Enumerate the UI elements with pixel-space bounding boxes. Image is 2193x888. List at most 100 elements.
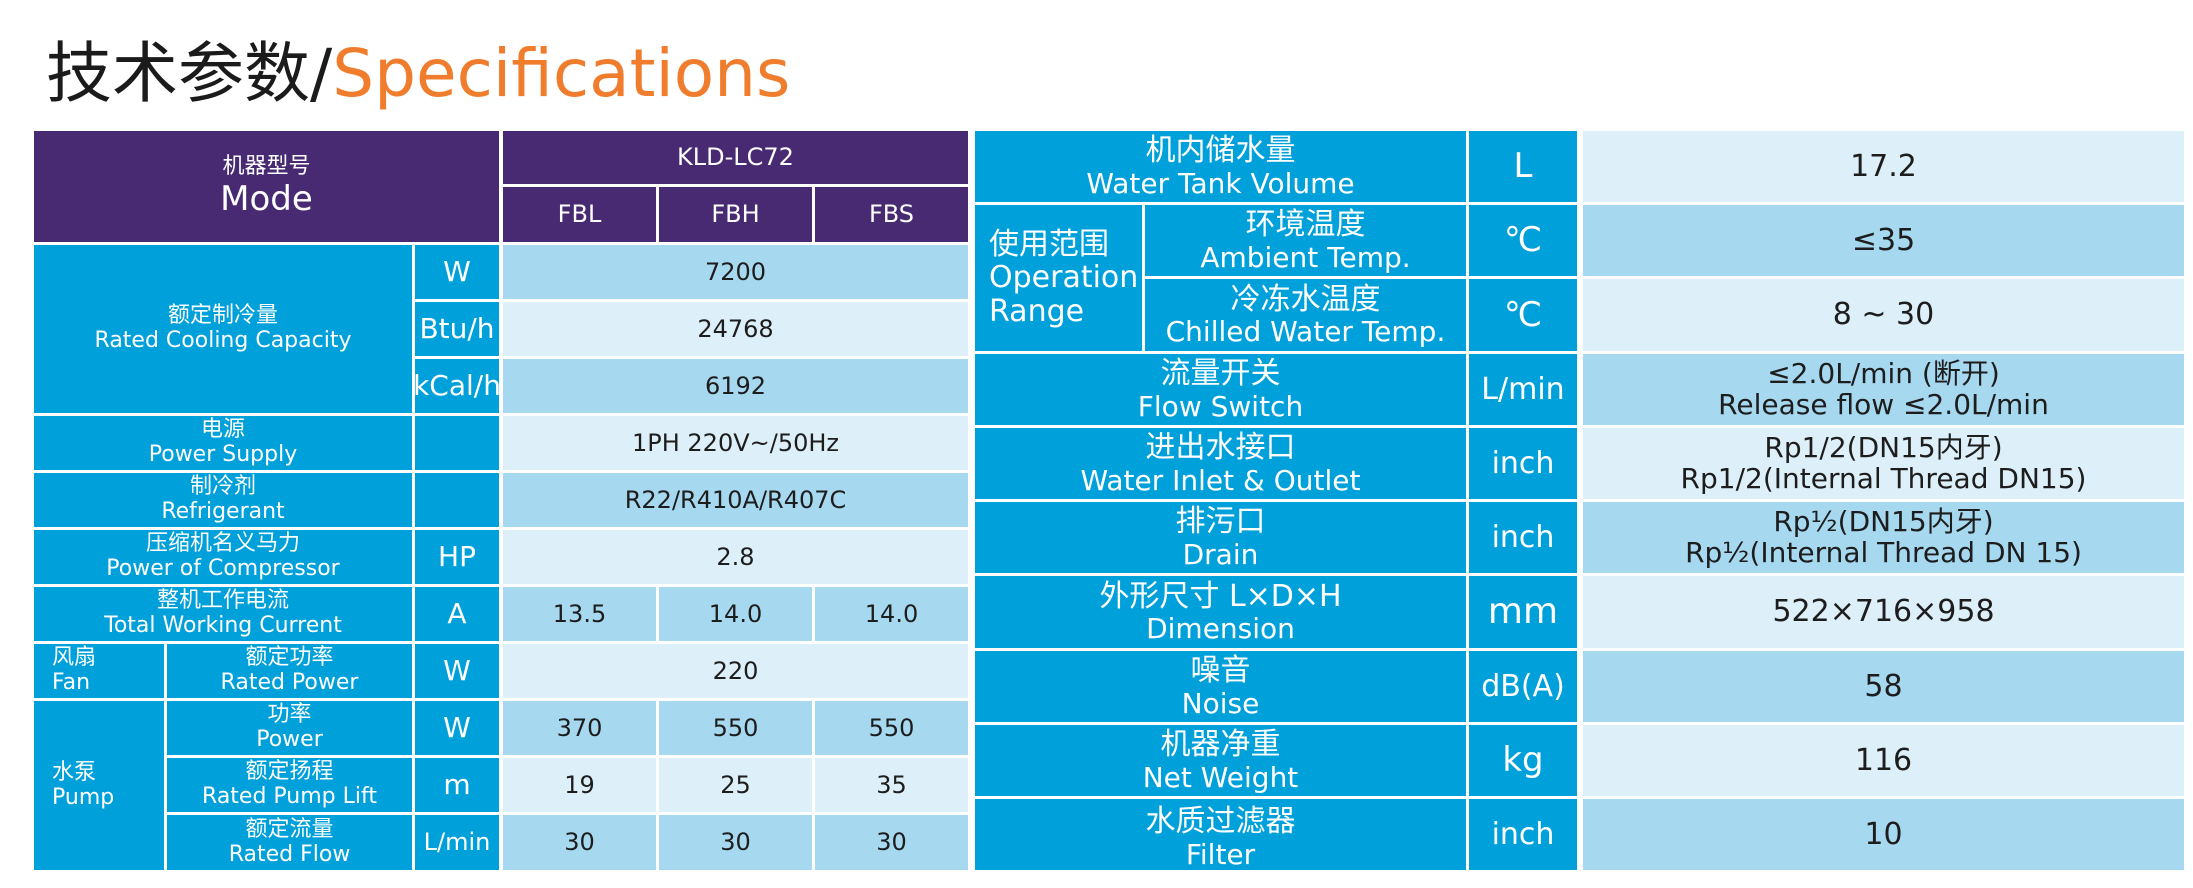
model-label-en: Mode — [220, 178, 313, 219]
power-supply-en: Power Supply — [148, 442, 298, 467]
pump-power-en: Power — [256, 727, 323, 752]
model-label-cell: 机器型号 Mode — [34, 131, 499, 242]
pump-flow-fbl: 30 — [503, 815, 656, 870]
cooling-value-w: 7200 — [503, 245, 968, 299]
inlet-value-zh: Rp1/2(DN15内牙) — [1764, 430, 2003, 464]
ambient-value: ≤35 — [1583, 205, 2184, 276]
pump-lift-fbl: 19 — [503, 758, 656, 812]
variant-fbl: FBL — [503, 187, 656, 242]
filter-zh: 水质过滤器 — [1145, 804, 1296, 839]
pump-lift-zh: 额定扬程 — [245, 759, 334, 785]
fan-unit: W — [415, 644, 499, 698]
power-supply-value: 1PH 220V~/50Hz — [503, 416, 968, 470]
pump-flow-en: Rated Flow — [228, 841, 351, 867]
cooling-label-en: Rated Cooling Capacity — [94, 328, 352, 353]
cooling-unit-w: W — [415, 245, 499, 299]
dimension-en: Dimension — [1146, 612, 1295, 646]
flow-switch-value: ≤2.0L/min (断开) Release flow ≤2.0L/min — [1583, 354, 2184, 425]
pump-lift-label: 额定扬程 Rated Pump Lift — [167, 758, 412, 812]
flow-switch-zh: 流量开关 — [1160, 356, 1281, 392]
drain-value-en: Rp½(Internal Thread DN 15) — [1685, 535, 2082, 569]
power-supply-zh: 电源 — [200, 417, 245, 443]
pump-flow-fbs: 30 — [815, 815, 968, 870]
refrigerant-label: 制冷剂 Refrigerant — [34, 473, 412, 527]
variant-fbs: FBS — [815, 187, 968, 242]
fan-sub-label: 额定功率 Rated Power — [167, 644, 412, 698]
tank-value: 17.2 — [1583, 131, 2184, 202]
fan-zh: 风扇 — [52, 645, 97, 671]
refrigerant-en: Refrigerant — [161, 499, 285, 524]
pump-flow-label: 额定流量 Rated Flow — [167, 815, 412, 870]
drain-value: Rp½(DN15内牙) Rp½(Internal Thread DN 15) — [1583, 502, 2184, 573]
compressor-unit: HP — [415, 530, 499, 584]
filter-value: 10 — [1583, 799, 2184, 870]
current-en: Total Working Current — [104, 613, 342, 638]
pump-power-fbl: 370 — [503, 701, 656, 755]
filter-en: Filter — [1185, 837, 1256, 870]
filter-unit: inch — [1469, 799, 1577, 870]
cooling-label-cell: 额定制冷量 Rated Cooling Capacity — [34, 245, 412, 413]
fan-en: Fan — [52, 670, 91, 695]
flow-switch-en: Flow Switch — [1137, 389, 1304, 423]
pump-flow-fbh: 30 — [659, 815, 812, 870]
cooling-label-zh: 额定制冷量 — [167, 303, 278, 329]
pump-flow-unit: L/min — [415, 815, 499, 870]
chilled-zh: 冷冻水温度 — [1230, 281, 1381, 317]
refrigerant-zh: 制冷剂 — [189, 474, 256, 500]
refrigerant-unit — [415, 473, 499, 527]
pump-power-unit: W — [415, 701, 499, 755]
model-name-cell: KLD-LC72 — [503, 131, 968, 184]
cooling-value-btu: 24768 — [503, 302, 968, 356]
power-supply-unit — [415, 416, 499, 470]
tank-zh: 机内储水量 — [1145, 133, 1296, 169]
pump-en: Pump — [52, 784, 115, 810]
current-value-fbl: 13.5 — [503, 587, 656, 641]
current-unit: A — [415, 587, 499, 641]
dimension-label: 外形尺寸 L×D×H Dimension — [975, 576, 1466, 648]
fan-sub-zh: 额定功率 — [245, 645, 334, 671]
current-zh: 整机工作电流 — [156, 588, 289, 614]
current-label: 整机工作电流 Total Working Current — [34, 587, 412, 641]
title-en: Specifications — [332, 35, 791, 112]
inlet-label: 进出水接口 Water Inlet & Outlet — [975, 428, 1466, 499]
pump-power-fbs: 550 — [815, 701, 968, 755]
dimension-unit: mm — [1469, 576, 1577, 648]
ambient-unit: ℃ — [1469, 205, 1577, 276]
ambient-en: Ambient Temp. — [1200, 240, 1411, 274]
drain-zh: 排污口 — [1175, 504, 1266, 540]
pump-power-zh: 功率 — [267, 702, 312, 728]
tank-label: 机内储水量 Water Tank Volume — [975, 131, 1466, 202]
flow-switch-label: 流量开关 Flow Switch — [975, 354, 1466, 425]
chilled-value: 8 ~ 30 — [1583, 279, 2184, 351]
inlet-en: Water Inlet & Outlet — [1080, 463, 1361, 497]
pump-lift-en: Rated Pump Lift — [202, 784, 377, 809]
noise-zh: 噪音 — [1190, 653, 1251, 689]
pump-group-label: 水泵 Pump — [34, 701, 164, 870]
tank-en: Water Tank Volume — [1086, 166, 1355, 200]
inlet-value-en: Rp1/2(Internal Thread DN15) — [1680, 461, 2087, 495]
range-en2: Range — [989, 293, 1085, 329]
pump-power-fbh: 550 — [659, 701, 812, 755]
noise-unit: dB(A) — [1469, 651, 1577, 722]
dimension-value: 522×716×958 — [1583, 576, 2184, 648]
pump-flow-zh: 额定流量 — [245, 816, 334, 842]
page-title: 技术参数/Specifications — [46, 34, 790, 114]
ambient-zh: 环境温度 — [1245, 207, 1366, 243]
pump-power-label: 功率 Power — [167, 701, 412, 755]
model-label-zh: 机器型号 — [222, 154, 311, 180]
pump-lift-fbh: 25 — [659, 758, 812, 812]
weight-zh: 机器净重 — [1160, 727, 1281, 763]
compressor-value: 2.8 — [503, 530, 968, 584]
drain-value-zh: Rp½(DN15内牙) — [1773, 504, 1994, 538]
weight-label: 机器净重 Net Weight — [975, 725, 1466, 796]
power-supply-label: 电源 Power Supply — [34, 416, 412, 470]
current-value-fbh: 14.0 — [659, 587, 812, 641]
current-value-fbs: 14.0 — [815, 587, 968, 641]
weight-value: 116 — [1583, 725, 2184, 796]
cooling-unit-btu: Btu/h — [415, 302, 499, 356]
filter-label: 水质过滤器 Filter — [975, 799, 1466, 870]
flow-switch-value-zh: ≤2.0L/min (断开) — [1767, 356, 2000, 390]
compressor-label: 压缩机名义马力 Power of Compressor — [34, 530, 412, 584]
chilled-label: 冷冻水温度 Chilled Water Temp. — [1145, 279, 1466, 351]
weight-unit: kg — [1469, 725, 1577, 796]
